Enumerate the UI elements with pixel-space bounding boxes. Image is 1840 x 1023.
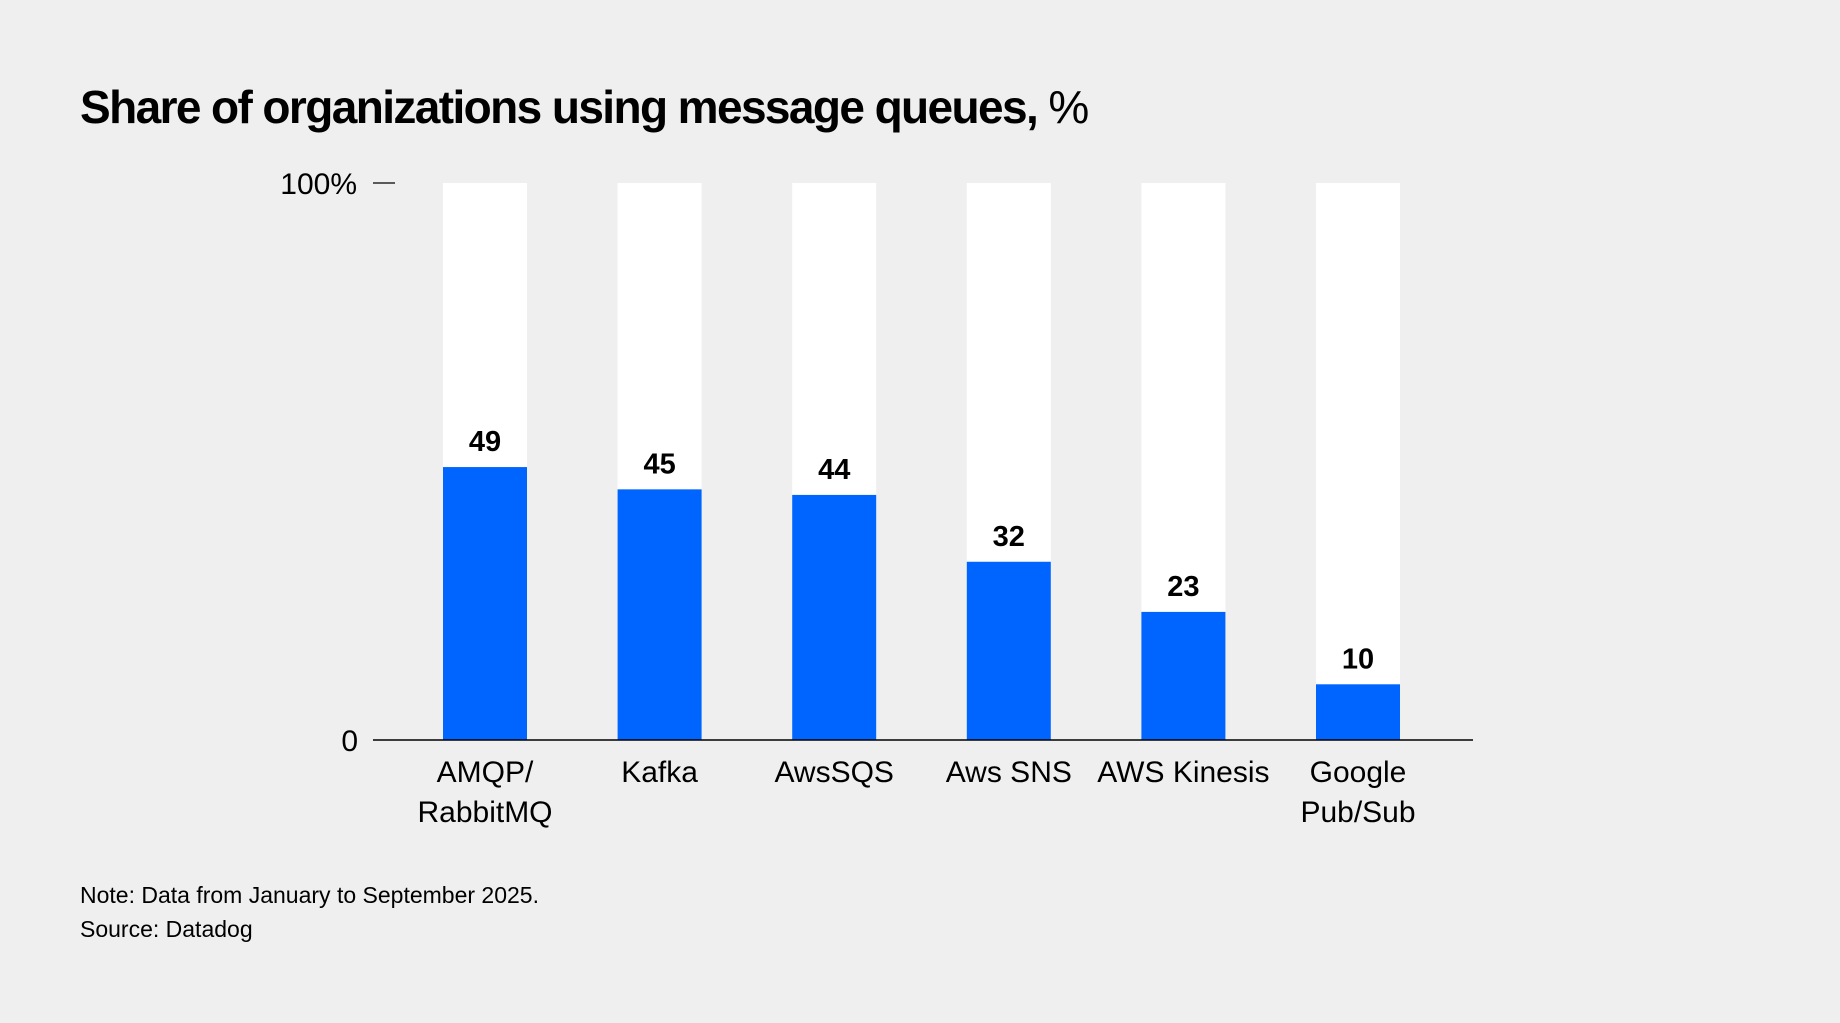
y-tick-label: 100% <box>280 168 357 201</box>
bar-track <box>1316 183 1400 740</box>
chart-title-text: Share of organizations using message que… <box>80 81 1039 133</box>
data-label: 45 <box>643 448 675 480</box>
x-tick-label: Kafka <box>621 756 698 789</box>
data-label: 32 <box>993 521 1025 553</box>
y-tick-label: 0 <box>341 725 358 758</box>
bar <box>617 489 702 740</box>
x-tick-label: RabbitMQ <box>417 796 552 829</box>
chart-title-unit: % <box>1048 81 1090 133</box>
chart-title: Share of organizations using message que… <box>80 80 1089 134</box>
data-label: 49 <box>469 426 501 458</box>
chart-source: Source: Datadog <box>80 916 253 942</box>
bar <box>443 467 527 740</box>
data-label: 10 <box>1342 643 1374 675</box>
x-tick-label: Pub/Sub <box>1300 796 1415 829</box>
data-label: 44 <box>818 454 850 486</box>
x-tick-label: Aws SNS <box>946 756 1072 789</box>
x-tick-label: Google <box>1310 756 1407 789</box>
bar <box>792 494 877 740</box>
x-tick-label: AMQP/ <box>437 756 534 789</box>
x-tick-label: AwsSQS <box>774 756 894 789</box>
bar <box>1316 684 1400 740</box>
data-label: 23 <box>1167 571 1199 603</box>
bar <box>966 561 1051 740</box>
chart-note: Note: Data from January to September 202… <box>80 882 539 908</box>
bar <box>1141 611 1226 740</box>
x-tick-label: AWS Kinesis <box>1097 756 1269 789</box>
